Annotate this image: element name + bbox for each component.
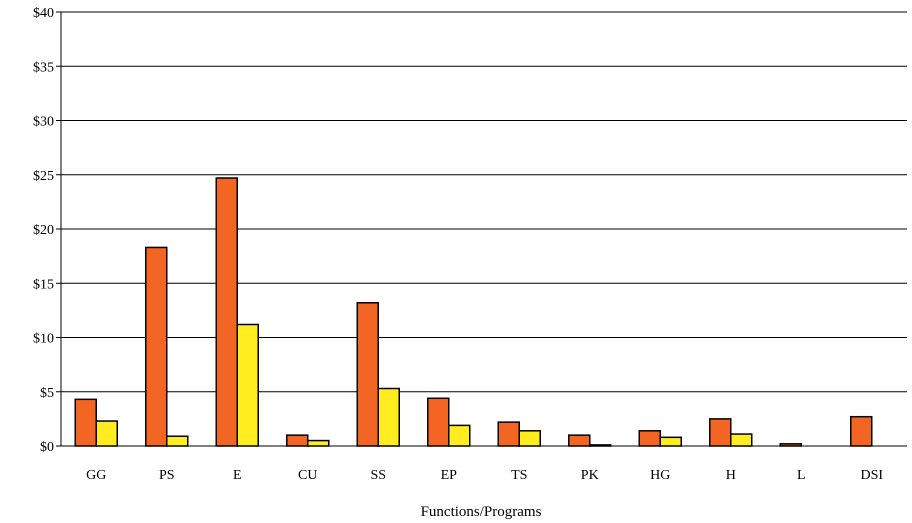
y-tick-label: $35 (33, 60, 54, 75)
bar-ps-series-1 (145, 246, 168, 447)
bar-ts-series-1 (497, 421, 520, 447)
x-tick-label: HG (650, 468, 670, 483)
bar-h-series-2 (730, 433, 753, 447)
x-tick-labels: GG PS E CU SS EP TS PK HG H L DSI (86, 468, 883, 483)
bar-e-series-1 (215, 177, 238, 447)
y-tick-labels: $0 $5 $10 $15 $20 $25 $30 $35 $40 (33, 6, 54, 455)
y-tick-label: $40 (33, 6, 54, 21)
x-tick-label: CU (298, 468, 317, 483)
bar-dsi-series-1 (850, 415, 873, 447)
bar-e-series-2 (236, 323, 259, 447)
bar-ss-series-1 (356, 302, 379, 447)
x-tick-label: SS (370, 468, 386, 483)
bar-ps-series-2 (166, 435, 189, 447)
axes (56, 11, 907, 447)
y-tick-label: $25 (33, 169, 54, 184)
bar-pk-series-1 (568, 434, 591, 447)
bars (74, 177, 873, 447)
gridlines (61, 11, 907, 393)
y-tick-label: $0 (40, 440, 54, 455)
x-tick-label: GG (86, 468, 106, 483)
bar-ss-series-2 (377, 387, 400, 447)
y-tick-label: $10 (33, 332, 54, 347)
bar-hg-series-2 (659, 436, 682, 447)
bar-cu-series-2 (307, 439, 330, 447)
x-tick-label: PK (581, 468, 599, 483)
x-tick-label: E (233, 468, 242, 483)
x-tick-label: EP (441, 468, 458, 483)
y-tick-label: $30 (33, 115, 54, 130)
bar-cu-series-1 (286, 434, 309, 447)
y-tick-label: $15 (33, 277, 54, 292)
x-tick-label: L (797, 468, 806, 483)
bar-ep-series-2 (448, 424, 471, 447)
x-tick-label: H (726, 468, 736, 483)
bar-h-series-1 (709, 418, 732, 447)
bar-gg-series-1 (74, 398, 97, 447)
x-axis-label: Functions/Programs (421, 504, 542, 520)
x-tick-label: DSI (860, 468, 883, 483)
y-tick-label: $20 (33, 223, 54, 238)
bar-gg-series-2 (95, 420, 118, 447)
x-tick-label: PS (159, 468, 175, 483)
bar-ep-series-1 (427, 397, 450, 447)
y-tick-label: $5 (40, 386, 54, 401)
x-tick-label: TS (511, 468, 527, 483)
bar-ts-series-2 (518, 430, 541, 447)
bar-hg-series-1 (638, 430, 661, 447)
